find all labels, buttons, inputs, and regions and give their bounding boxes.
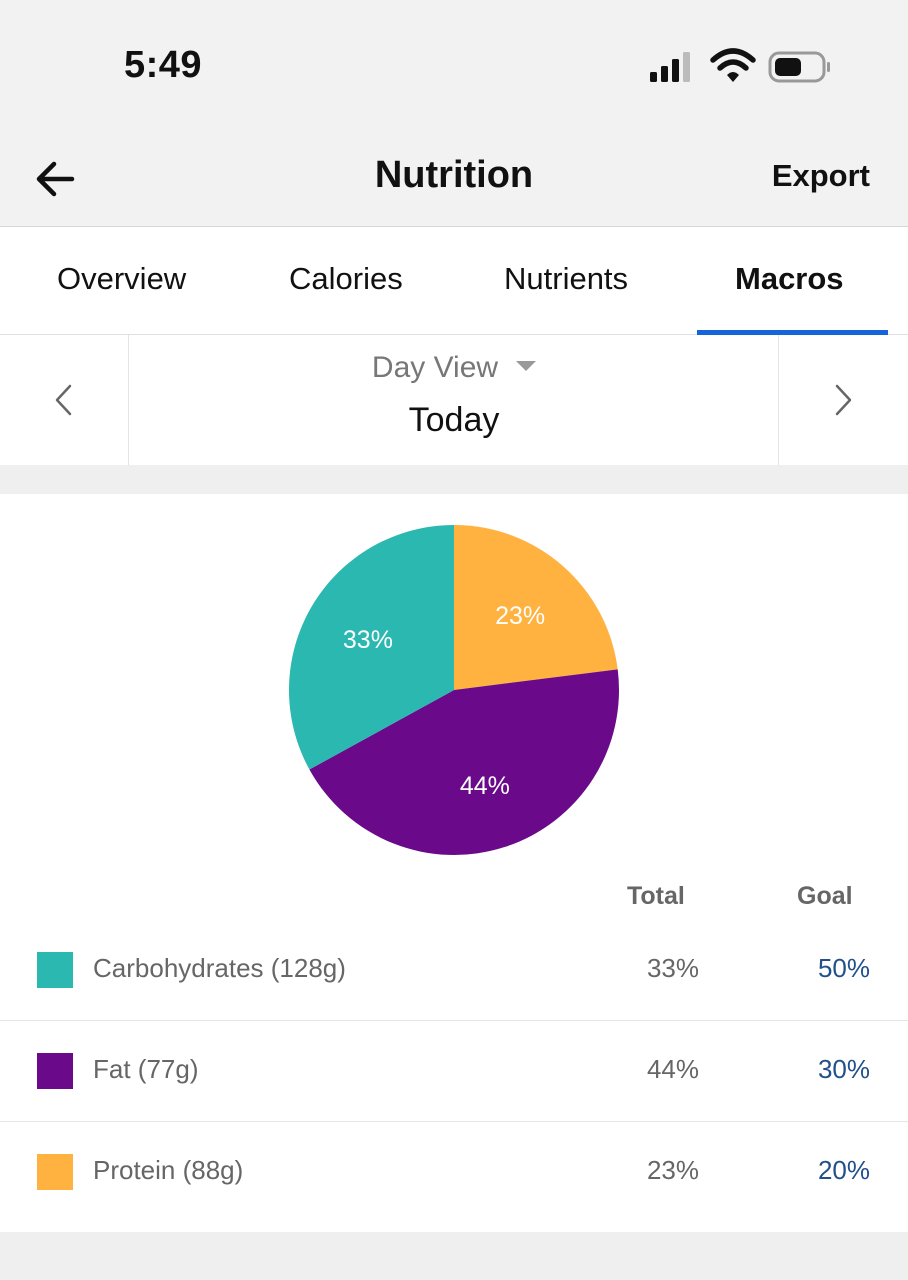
macro-label: Fat (77g) (93, 1054, 199, 1084)
fat-swatch (37, 1053, 73, 1089)
macro-total: 23% (646, 1155, 699, 1185)
tab-macros[interactable]: Macros (735, 261, 844, 296)
macros-pie-chart: 23% 44% 33% (289, 525, 619, 855)
macro-row-carbohydrates: Carbohydrates (128g) 33% 50% (0, 920, 908, 1020)
tab-nutrients[interactable]: Nutrients (504, 261, 629, 296)
previous-day-button[interactable] (0, 335, 129, 465)
status-bar: 5:49 (0, 0, 908, 130)
macro-row-fat: Fat (77g) 44% 30% (0, 1020, 908, 1121)
nav-bar: Nutrition Export (0, 130, 908, 227)
macros-card: 23% 44% 33% Total Goal Carbohydrates (128g… (0, 494, 908, 1232)
day-view-selector[interactable]: Day View (0, 351, 908, 385)
pie-slice-fat (309, 669, 619, 855)
macro-total: 33% (646, 953, 699, 983)
macro-label: Carbohydrates (128g) (93, 953, 346, 983)
macro-goal: 50% (817, 953, 870, 983)
protein-swatch (37, 1154, 73, 1190)
macro-goal: 20% (817, 1155, 870, 1185)
carbohydrates-swatch (37, 952, 73, 988)
caret-down-icon (516, 361, 537, 372)
arrow-left-icon[interactable] (32, 154, 82, 204)
page-title: Nutrition (374, 154, 534, 196)
goal-column-header: Goal (797, 882, 853, 910)
macro-label: Protein (88g) (93, 1155, 244, 1185)
pie-slice-carbohydrates (289, 525, 454, 770)
tab-bar: Overview Calories Nutrients Macros (0, 227, 908, 336)
day-view-label: Day View (371, 351, 499, 384)
tab-overview[interactable]: Overview (57, 261, 187, 296)
battery-icon (768, 51, 830, 83)
chevron-left-icon (55, 384, 72, 416)
date-navigator: Day View Today (0, 335, 908, 465)
macro-row-protein: Protein (88g) 23% 20% (0, 1121, 908, 1222)
macro-goal: 30% (817, 1054, 870, 1084)
pie-label-fat: 44% (460, 772, 510, 800)
chevron-right-icon (835, 384, 852, 416)
pie-label-protein: 23% (495, 602, 545, 630)
tab-calories[interactable]: Calories (289, 261, 403, 296)
pie-slice-protein (454, 525, 618, 690)
status-time: 5:49 (124, 44, 203, 86)
wifi-icon (710, 48, 756, 82)
total-column-header: Total (627, 882, 685, 910)
current-date: Today (408, 401, 500, 439)
pie-label-carbohydrates: 33% (343, 626, 393, 654)
active-tab-indicator (697, 330, 888, 335)
macro-total: 44% (646, 1054, 699, 1084)
next-day-button[interactable] (778, 335, 908, 465)
cellular-signal-icon (650, 52, 690, 82)
export-button[interactable]: Export (771, 158, 870, 193)
